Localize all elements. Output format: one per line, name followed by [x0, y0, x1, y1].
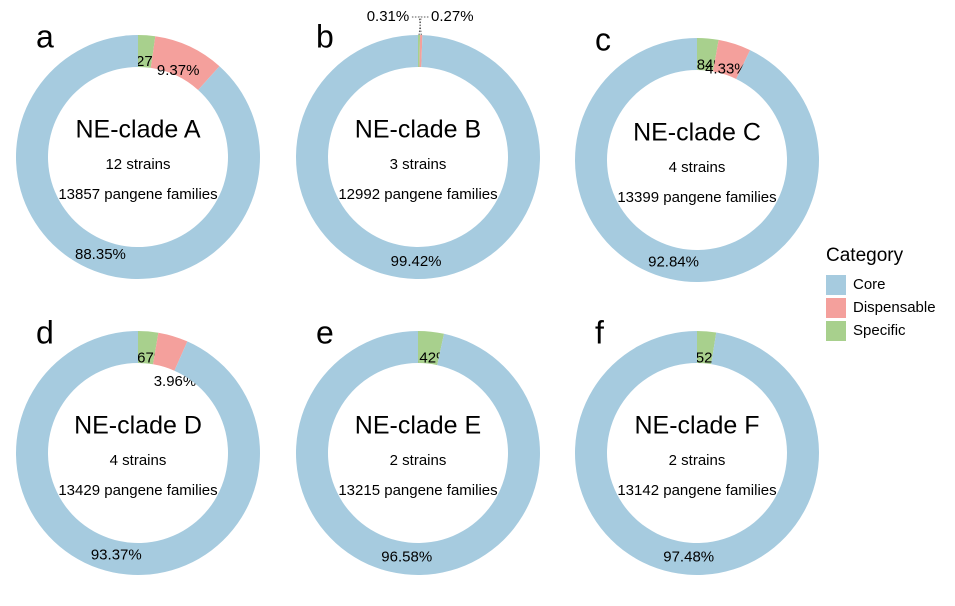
- leader-line: [418, 16, 430, 36]
- panel-letter: e: [316, 314, 334, 350]
- panel-letter: d: [36, 314, 54, 350]
- donut-slice: [697, 38, 719, 72]
- donut-slice: [418, 331, 445, 366]
- donut-slice: [418, 35, 421, 68]
- donut-subtitle: 13399 pangene families: [617, 189, 776, 206]
- donut-title: NE-clade C: [633, 119, 761, 147]
- value-label: 97.48%: [663, 549, 714, 566]
- donut-subtitle: 13142 pangene families: [617, 482, 776, 499]
- value-label: 0.31%: [367, 8, 410, 25]
- donut-slice: [138, 331, 159, 365]
- legend-label: Dispensable: [853, 299, 936, 316]
- donut-slice: [138, 35, 156, 68]
- value-label: 93.37%: [91, 547, 142, 564]
- leader-line: [411, 16, 422, 36]
- legend-swatch: [826, 321, 846, 341]
- donut-title: NE-clade B: [355, 116, 481, 144]
- legend-swatch: [826, 275, 846, 295]
- donut-subtitle: 13215 pangene families: [338, 482, 497, 499]
- donut-title: NE-clade F: [634, 412, 759, 440]
- donut-subtitle: 13857 pangene families: [58, 186, 217, 203]
- donut-slice: [712, 39, 751, 79]
- donut-subtitle: 12 strains: [105, 156, 170, 173]
- value-label: 0.27%: [431, 8, 474, 25]
- panel-letter: f: [595, 314, 604, 350]
- donut-title: NE-clade D: [74, 412, 202, 440]
- donut-subtitle: 3 strains: [390, 156, 447, 173]
- value-label: 99.42%: [391, 253, 442, 270]
- donut-title: NE-clade A: [75, 116, 200, 144]
- donut-slice: [153, 332, 188, 371]
- donut-subtitle: 4 strains: [110, 452, 167, 469]
- legend-swatch: [826, 298, 846, 318]
- panel-letter: a: [36, 18, 54, 54]
- donut-subtitle: 13429 pangene families: [58, 482, 217, 499]
- donut-subtitle: 12992 pangene families: [338, 186, 497, 203]
- donut-slice: [150, 36, 220, 91]
- legend-label: Core: [853, 276, 886, 293]
- panel-letter: b: [316, 18, 334, 54]
- donut-subtitle: 2 strains: [669, 452, 726, 469]
- value-label: 88.35%: [75, 246, 126, 263]
- donut-slice: [419, 35, 423, 68]
- value-label: 3.96%: [154, 373, 197, 390]
- panel-letter: c: [595, 21, 611, 57]
- value-label: 9.37%: [157, 62, 200, 79]
- donut-subtitle: 2 strains: [390, 452, 447, 469]
- donut-title: NE-clade E: [355, 412, 481, 440]
- donut-subtitle: 4 strains: [669, 159, 726, 176]
- legend-title: Category: [826, 245, 904, 266]
- value-label: 96.58%: [381, 548, 432, 565]
- donut-slice: [697, 331, 717, 365]
- legend-label: Specific: [853, 322, 906, 339]
- value-label: 4.33%: [705, 61, 748, 78]
- value-label: 92.84%: [648, 253, 699, 270]
